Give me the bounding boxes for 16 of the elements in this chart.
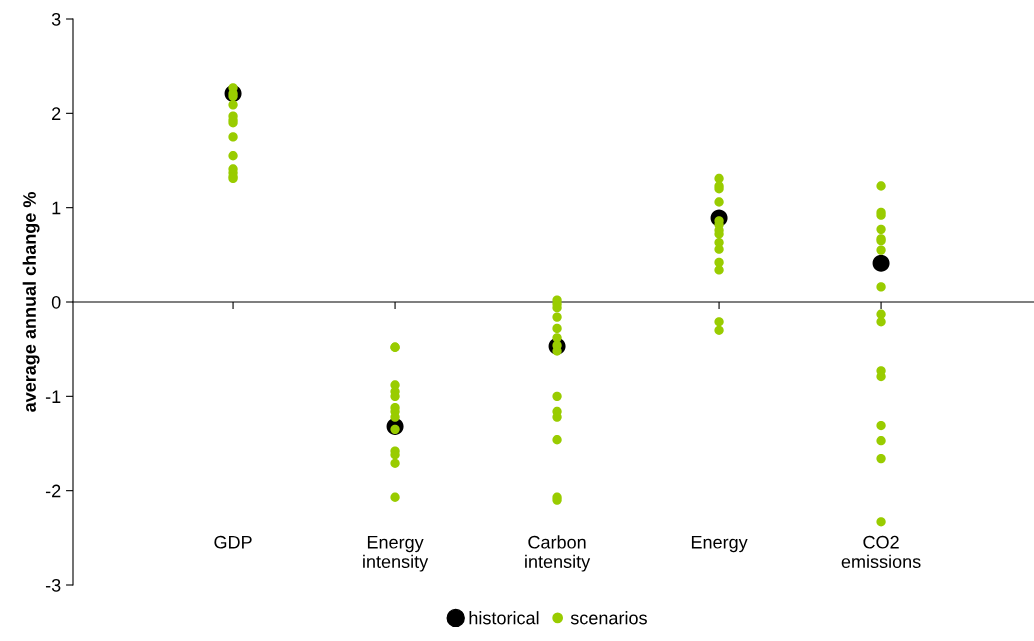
x-tick-label: CO2 emissions: [841, 535, 921, 569]
y-axis-title: average annual change %: [22, 192, 40, 412]
x-tick-label: Energy: [691, 536, 748, 553]
y-tick-label: -2: [45, 484, 61, 498]
y-tick-label: -3: [45, 578, 61, 592]
y-tick-label: 1: [52, 201, 61, 215]
y-tick-label: 2: [52, 107, 61, 120]
y-tick-label: 3: [51, 12, 61, 26]
x-tick-label: GDP: [214, 535, 252, 549]
legend-label: scenarios: [570, 611, 647, 625]
y-tick-label: -1: [45, 390, 61, 403]
x-tick-label: Energy intensity: [363, 536, 429, 572]
point: [872, 254, 890, 272]
y-tick-label: 0: [51, 295, 61, 309]
x-tick-label: Carbon intensity: [525, 535, 591, 572]
legend-label: historical: [469, 611, 539, 625]
